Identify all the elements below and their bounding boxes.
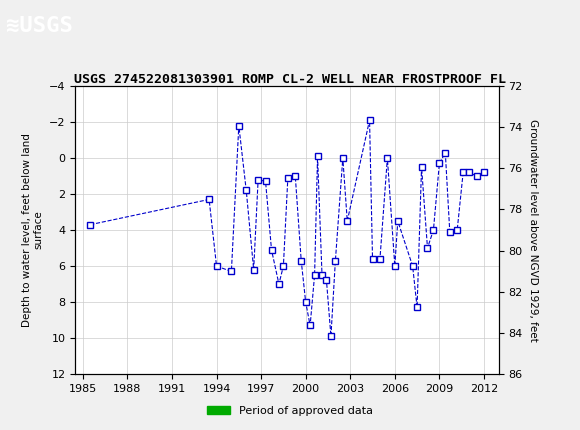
Y-axis label: Groundwater level above NGVD 1929, feet: Groundwater level above NGVD 1929, feet [528, 119, 538, 341]
Legend: Period of approved data: Period of approved data [203, 401, 377, 420]
Text: ≋USGS: ≋USGS [6, 16, 72, 36]
Text: USGS 274522081303901 ROMP CL-2 WELL NEAR FROSTPROOF FL: USGS 274522081303901 ROMP CL-2 WELL NEAR… [74, 73, 506, 86]
Y-axis label: Depth to water level, feet below land
surface: Depth to water level, feet below land su… [22, 133, 44, 327]
